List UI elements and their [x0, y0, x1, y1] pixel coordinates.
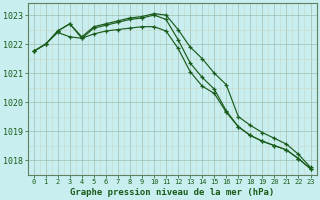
X-axis label: Graphe pression niveau de la mer (hPa): Graphe pression niveau de la mer (hPa)	[70, 188, 274, 197]
